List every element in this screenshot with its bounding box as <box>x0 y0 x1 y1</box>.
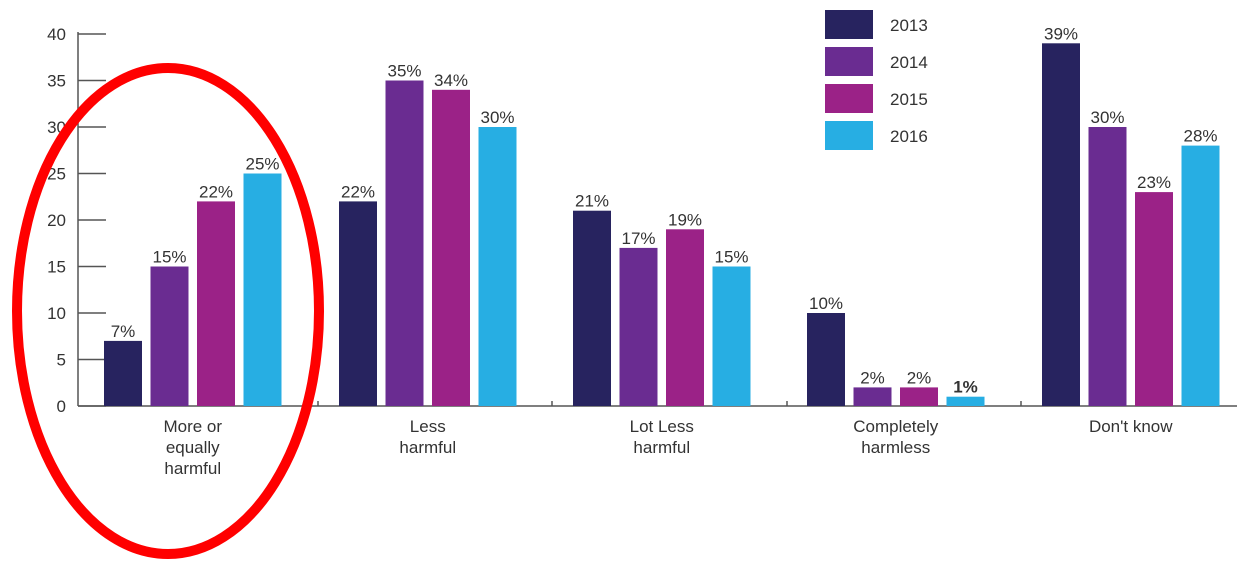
highlight-ellipse <box>12 63 324 559</box>
bar <box>1042 43 1080 407</box>
y-tick-label: 35 <box>47 72 66 91</box>
category-label-line: harmful <box>164 459 221 478</box>
bar <box>478 127 517 406</box>
bar <box>666 229 704 406</box>
bar <box>712 266 751 406</box>
legend-label: 2013 <box>890 16 928 35</box>
y-tick-label: 0 <box>57 397 66 416</box>
category-label-line: Completely <box>853 417 939 436</box>
bar <box>104 340 142 406</box>
legend: 2013 2014 2015 2016 <box>825 10 928 150</box>
bar <box>807 313 845 406</box>
data-label: 1% <box>953 378 978 397</box>
legend-label: 2015 <box>890 90 928 109</box>
data-label: 19% <box>668 210 702 229</box>
bar <box>150 266 189 406</box>
data-label: 22% <box>199 182 233 201</box>
bar <box>385 80 424 406</box>
bar <box>573 210 611 406</box>
legend-label: 2016 <box>890 127 928 146</box>
y-tick-label: 40 <box>47 25 66 44</box>
data-label: 10% <box>809 294 843 313</box>
data-label: 7% <box>111 322 136 341</box>
data-label: 2% <box>860 368 885 387</box>
data-labels: 7% 22% 21% 10% 39% 15% 35% 17% 2% 30% 22% 34% 19% 2% 2… <box>111 24 1218 396</box>
category-label-line: equally <box>166 438 220 457</box>
data-label: 2% <box>907 368 932 387</box>
bar <box>1181 145 1220 406</box>
legend-swatch <box>825 10 873 39</box>
category-label-line: harmless <box>861 438 930 457</box>
bar <box>853 387 892 406</box>
category-label-line: Don't know <box>1089 417 1173 436</box>
category-label-line: harmful <box>633 438 690 457</box>
data-label: 34% <box>434 71 468 90</box>
category-label: Less harmful <box>399 417 456 457</box>
y-tick-label: 5 <box>57 351 66 370</box>
category-label-line: Less <box>410 417 446 436</box>
legend-swatch <box>825 121 873 150</box>
category-label: Completely harmless <box>853 417 939 457</box>
data-label: 22% <box>341 182 375 201</box>
y-tick-label: 25 <box>47 165 66 184</box>
bars <box>104 43 1220 407</box>
bar <box>1088 127 1127 406</box>
y-tick-label: 10 <box>47 304 66 323</box>
bar <box>946 396 985 406</box>
bar <box>243 173 282 406</box>
bar <box>619 247 658 406</box>
data-label: 30% <box>480 108 514 127</box>
data-label: 39% <box>1044 24 1078 43</box>
data-label: 30% <box>1090 108 1124 127</box>
legend-label: 2014 <box>890 53 928 72</box>
data-label: 23% <box>1137 173 1171 192</box>
data-label: 25% <box>245 155 279 174</box>
y-tick-label: 15 <box>47 258 66 277</box>
y-tick-label: 20 <box>47 211 66 230</box>
category-label: Lot Less harmful <box>630 417 694 457</box>
category-label-line: Lot Less <box>630 417 694 436</box>
legend-swatch <box>825 47 873 76</box>
bar <box>339 201 377 406</box>
data-label: 15% <box>152 248 186 267</box>
category-label-line: More or <box>163 417 222 436</box>
legend-swatch <box>825 84 873 113</box>
category-label-line: harmful <box>399 438 456 457</box>
data-label: 21% <box>575 192 609 211</box>
data-label: 15% <box>714 248 748 267</box>
bar <box>900 387 938 406</box>
bar <box>197 201 235 406</box>
data-label: 35% <box>387 62 421 81</box>
bar <box>1135 192 1173 406</box>
data-label: 28% <box>1183 127 1217 146</box>
bar <box>432 89 470 407</box>
annotation <box>12 63 324 559</box>
category-label: Don't know <box>1089 417 1173 436</box>
data-label: 17% <box>621 229 655 248</box>
category-label: More or equally harmful <box>163 417 222 478</box>
